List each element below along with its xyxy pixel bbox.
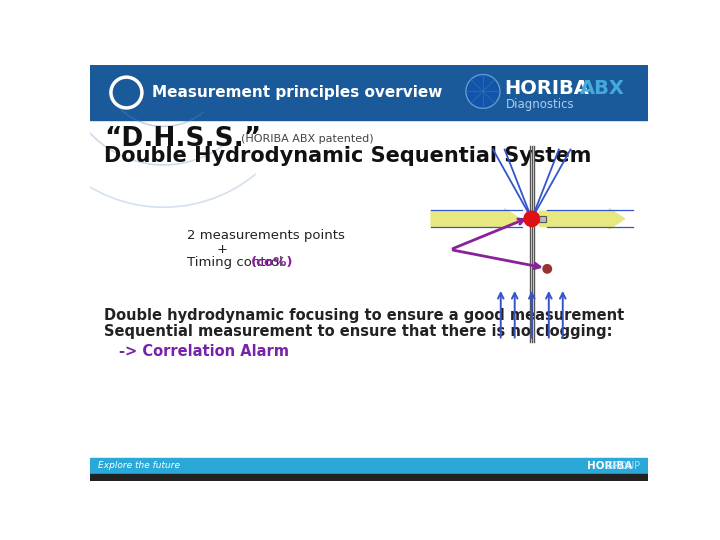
Text: Double Hydrodynamic Sequential System: Double Hydrodynamic Sequential System	[104, 146, 591, 166]
Bar	[539, 215, 546, 222]
Text: -> Correlation Alarm: -> Correlation Alarm	[120, 344, 289, 359]
Bar	[90, 65, 648, 120]
FancyArrow shape	[539, 209, 625, 229]
Text: Sequential measurement to ensure that there is no clogging:: Sequential measurement to ensure that th…	[104, 325, 613, 340]
Circle shape	[524, 211, 539, 226]
Text: Measurement principles overview: Measurement principles overview	[152, 85, 442, 100]
Text: Double hydrodynamic focusing to ensure a good measurement: Double hydrodynamic focusing to ensure a…	[104, 308, 624, 322]
Text: Explore the future: Explore the future	[98, 462, 180, 470]
Text: (HORIBA ABX patented): (HORIBA ABX patented)	[241, 134, 374, 145]
Text: (co%): (co%)	[251, 256, 293, 269]
Text: HORIBA: HORIBA	[505, 79, 590, 98]
Bar	[90, 475, 648, 481]
Text: ABX: ABX	[580, 79, 625, 98]
Text: GROUP: GROUP	[605, 461, 640, 471]
FancyArrow shape	[431, 209, 520, 229]
Bar	[90, 457, 648, 475]
Circle shape	[466, 75, 500, 109]
Bar	[539, 215, 546, 222]
Text: +: +	[216, 243, 228, 256]
Text: 2 measurements points: 2 measurements points	[187, 230, 345, 242]
Circle shape	[543, 265, 552, 273]
Bar	[90, 120, 648, 457]
Text: Timing control: Timing control	[187, 256, 287, 269]
Text: “D.H.S.S.”: “D.H.S.S.”	[104, 126, 261, 152]
Text: HORIBA: HORIBA	[587, 461, 632, 471]
Text: Diagnostics: Diagnostics	[506, 98, 575, 111]
